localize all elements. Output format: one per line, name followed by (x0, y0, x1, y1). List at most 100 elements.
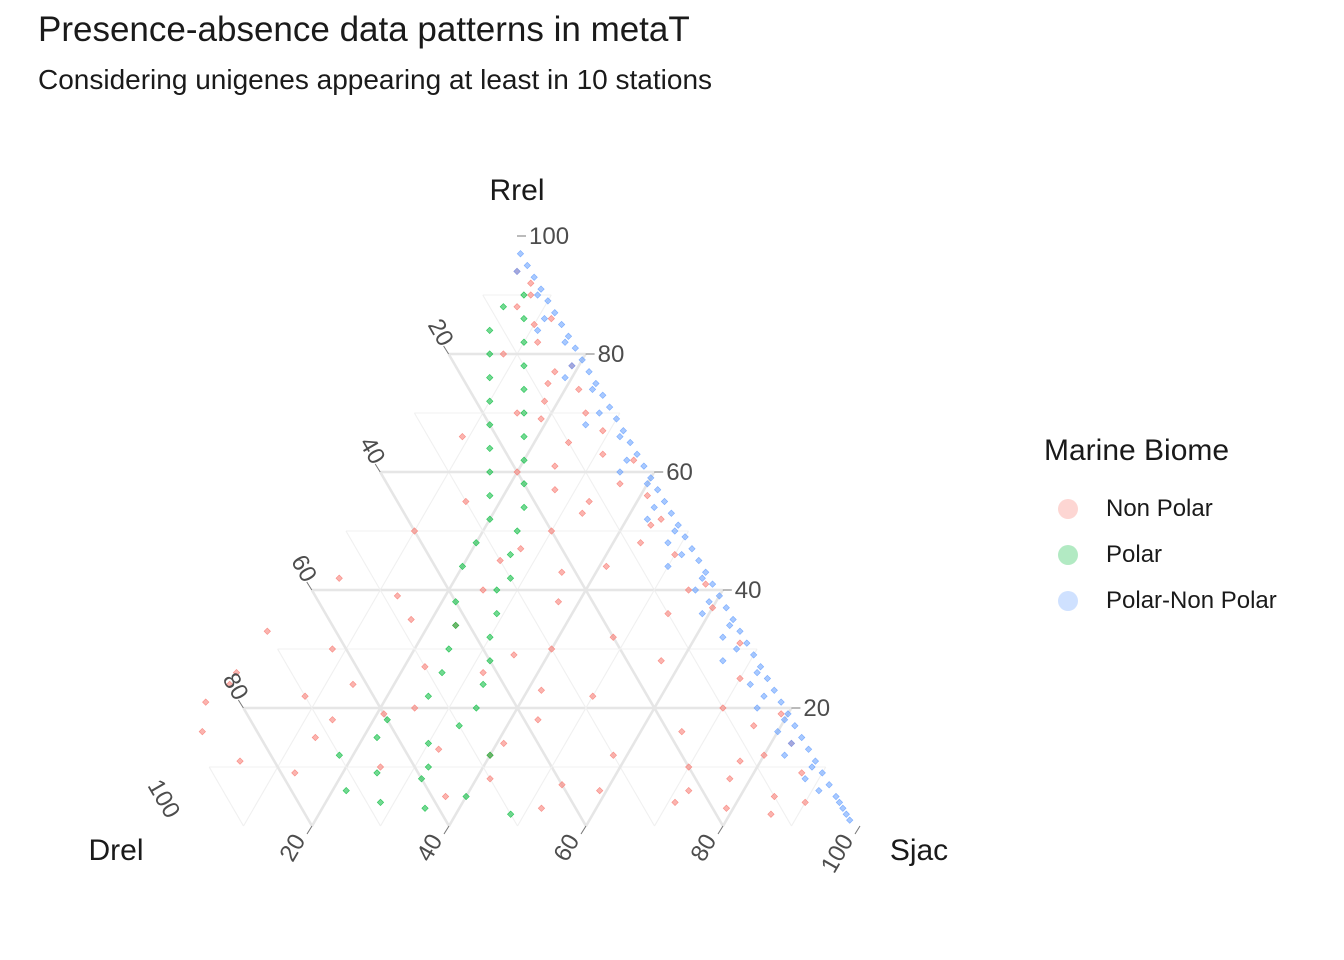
data-point (537, 804, 546, 812)
data-point (798, 769, 806, 777)
legend-item-polar-non-polar: Polar-Non Polar (1044, 578, 1277, 624)
data-point (534, 716, 542, 724)
data-point (544, 297, 552, 305)
data-point (596, 786, 604, 795)
data-point (774, 727, 782, 736)
data-point (643, 515, 652, 523)
data-point (520, 362, 528, 370)
data-point (801, 798, 809, 807)
data-point (551, 309, 559, 317)
tick-label-rrel: 100 (529, 223, 569, 250)
grid-line-sjac (654, 648, 758, 827)
data-point (486, 350, 494, 358)
data-point (839, 804, 847, 812)
data-point (719, 633, 727, 641)
data-point (226, 680, 234, 689)
data-point (664, 562, 672, 571)
tick-label-sjac: 60 (548, 830, 585, 867)
data-point (605, 403, 614, 411)
data-point (667, 509, 675, 517)
data-point (561, 373, 569, 382)
data-point (499, 350, 508, 358)
data-point (746, 680, 754, 689)
data-point (777, 710, 785, 718)
data-point (547, 527, 556, 535)
data-point (770, 686, 778, 694)
tick-label-sjac: 20 (274, 830, 311, 867)
data-point (650, 503, 658, 512)
data-point (842, 810, 850, 818)
data-point (506, 550, 515, 559)
data-point (592, 379, 600, 388)
data-point (708, 580, 717, 588)
data-point (780, 716, 789, 724)
data-point (681, 533, 689, 541)
grid-line-sjac (584, 589, 724, 827)
tick-mark-drel (443, 345, 450, 355)
data-point (383, 716, 391, 724)
legend-key-polar (1058, 545, 1078, 565)
data-point (520, 291, 528, 299)
data-point (530, 320, 538, 329)
data-point (517, 545, 525, 553)
data-point (743, 639, 751, 647)
legend-key-non-polar (1058, 499, 1078, 519)
grid-line-sjac (380, 412, 621, 827)
tick-label-drel: 80 (217, 668, 254, 705)
data-point (486, 515, 494, 523)
data-point (486, 633, 494, 641)
legend-item-non-polar: Non Polar (1044, 486, 1277, 532)
data-point (462, 792, 470, 801)
grid-line-drel (345, 530, 518, 827)
data-point (715, 592, 724, 600)
data-point (784, 710, 792, 718)
data-point (311, 733, 319, 742)
data-point (527, 291, 535, 299)
data-point (499, 303, 507, 311)
data-point (496, 556, 504, 565)
data-point (328, 716, 337, 724)
legend-title: Marine Biome (1044, 434, 1230, 467)
data-point (698, 609, 706, 618)
data-point (507, 810, 515, 818)
data-point (575, 385, 583, 394)
legend-item-polar: Polar (1044, 532, 1277, 578)
data-point (808, 763, 816, 771)
data-point (417, 775, 426, 783)
data-point (609, 751, 617, 759)
data-point (660, 497, 669, 506)
data-point (654, 486, 662, 494)
data-point (198, 727, 206, 736)
data-point (585, 497, 593, 506)
data-point (846, 816, 854, 824)
data-point (578, 509, 586, 517)
data-point (458, 432, 466, 441)
tick-label-drel: 100 (142, 775, 185, 823)
data-point (557, 320, 566, 329)
grid-line-sjac (517, 530, 689, 827)
legend-label: Polar-Non Polar (1106, 587, 1277, 614)
grid-line-drel (242, 707, 314, 827)
data-point (760, 751, 768, 759)
data-point (452, 621, 460, 630)
data-point (486, 421, 494, 429)
data-point (486, 657, 494, 665)
data-point (472, 704, 480, 712)
data-point (616, 468, 624, 476)
data-point (486, 444, 494, 453)
data-point (513, 267, 521, 276)
data-point (602, 562, 610, 571)
data-point (493, 586, 501, 594)
data-point (698, 574, 706, 582)
data-point (479, 668, 487, 677)
data-point (688, 545, 696, 553)
data-point (582, 409, 590, 417)
data-point (424, 739, 433, 748)
data-point (616, 432, 624, 441)
data-point (599, 391, 607, 399)
data-point (424, 692, 432, 700)
data-point (636, 539, 645, 547)
data-point (328, 645, 337, 653)
data-point (533, 291, 542, 299)
data-point (678, 727, 686, 736)
